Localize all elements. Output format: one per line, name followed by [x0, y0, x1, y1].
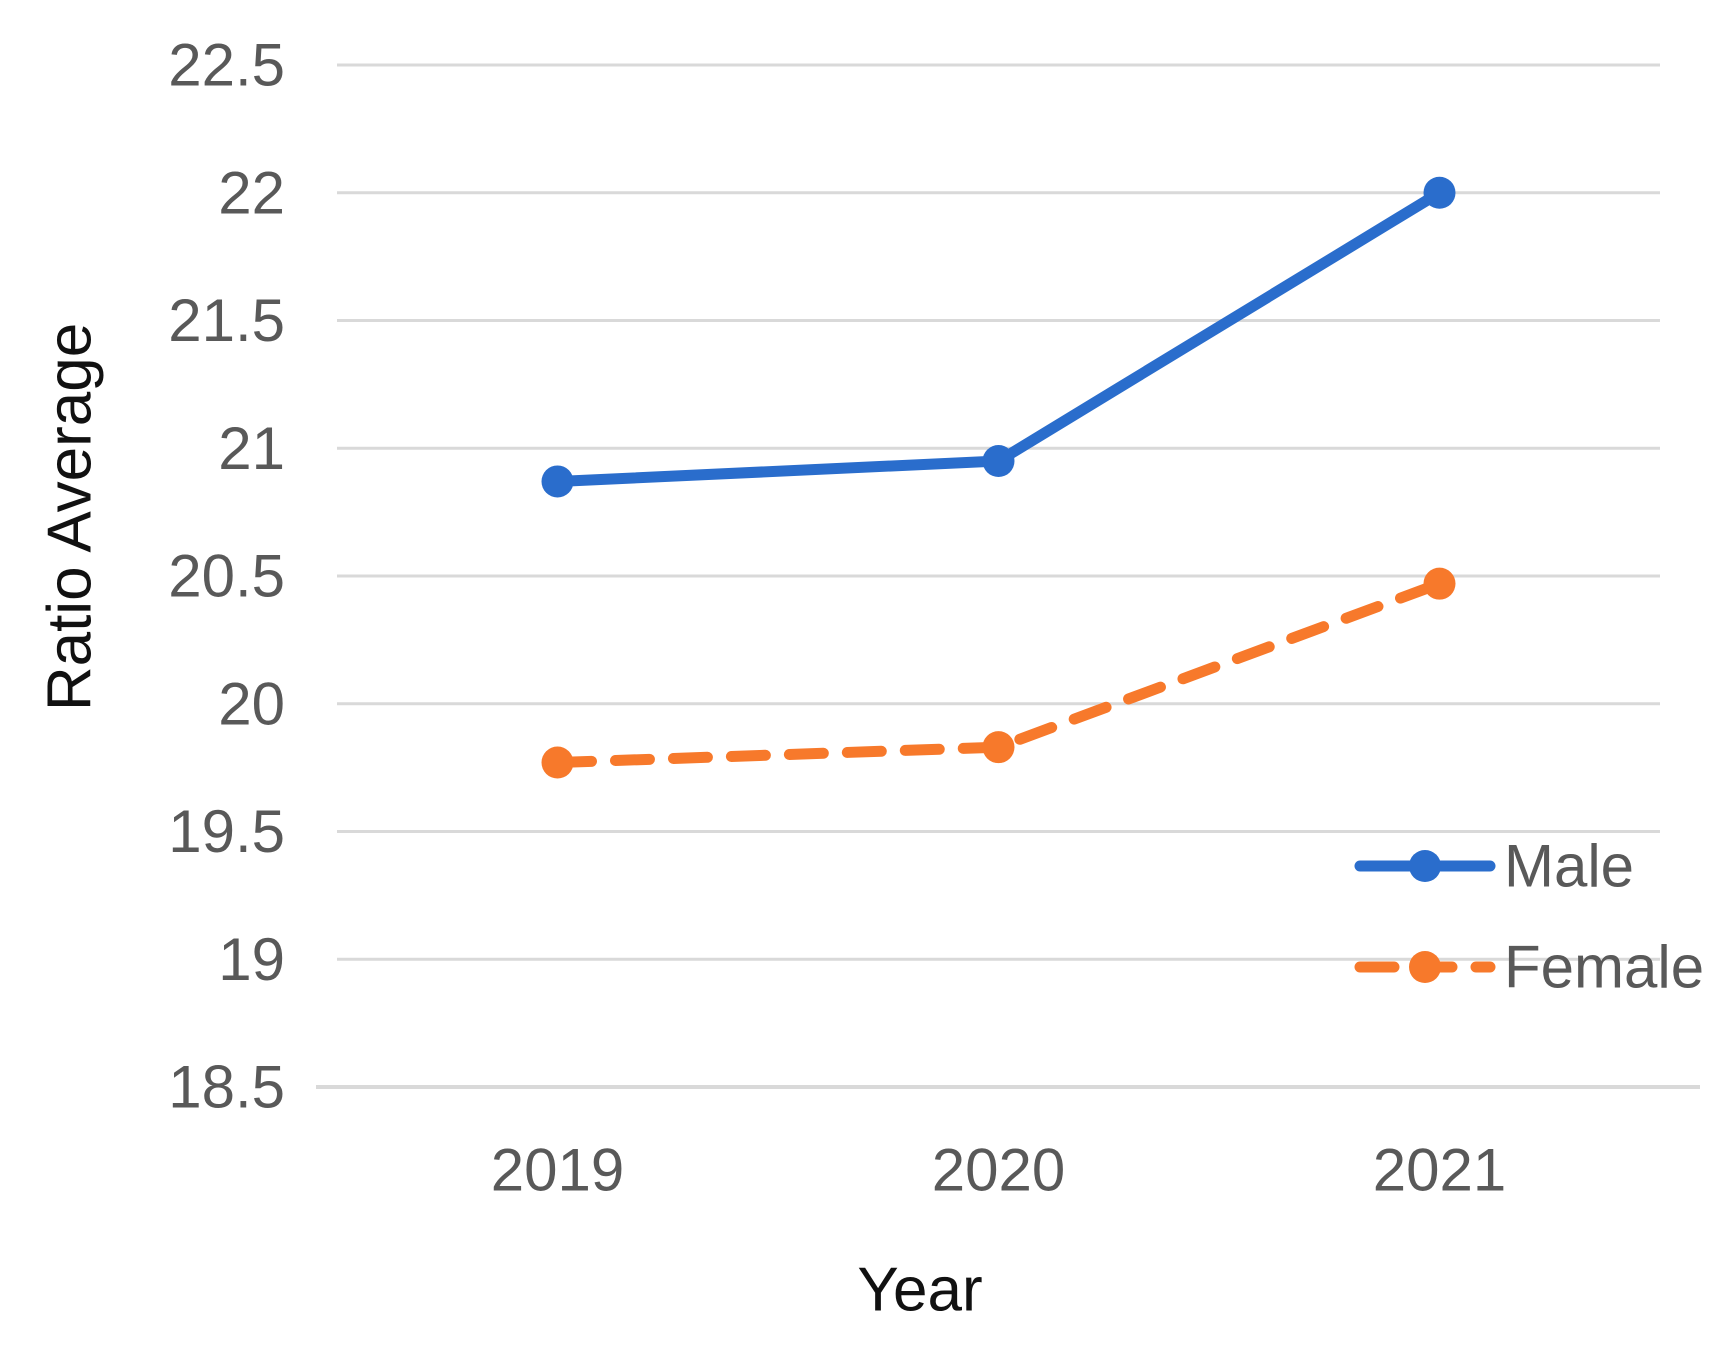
- male-data-point-marker: [1423, 176, 1456, 209]
- y-tick-label: 21: [218, 415, 285, 482]
- x-axis-tick-labels: 2019 2020 2021: [491, 1137, 1506, 1204]
- gridlines: [316, 63, 1700, 1089]
- y-tick-label: 22.5: [168, 32, 285, 99]
- x-axis-title: Year: [857, 1256, 982, 1325]
- x-tick-label: 2019: [491, 1137, 624, 1204]
- x-tick-label: 2020: [932, 1137, 1065, 1204]
- female-data-point-marker: [1423, 567, 1456, 600]
- male-data-point-marker: [541, 465, 574, 498]
- male-series-line: [552, 187, 1445, 487]
- female-data-point-marker: [541, 746, 574, 779]
- female-legend-label: Female: [1504, 934, 1704, 1001]
- y-tick-label: 20: [218, 670, 285, 737]
- female-data-point-marker: [982, 731, 1015, 764]
- male-legend-marker: [1409, 850, 1441, 882]
- legend-item-male: Male: [1354, 833, 1634, 900]
- y-tick-label: 19.5: [168, 798, 285, 865]
- y-tick-label: 22: [218, 159, 285, 226]
- female-legend-marker: [1409, 951, 1441, 983]
- male-legend-label: Male: [1504, 833, 1634, 900]
- x-tick-label: 2021: [1373, 1137, 1506, 1204]
- male-data-point-marker: [982, 445, 1015, 478]
- y-tick-label: 19: [218, 926, 285, 993]
- y-tick-label: 18.5: [168, 1054, 285, 1121]
- y-tick-label: 21.5: [168, 287, 285, 354]
- legend: Male Female: [1354, 833, 1704, 1001]
- y-tick-label: 20.5: [168, 543, 285, 610]
- y-axis-title: Ratio Average: [36, 323, 105, 711]
- legend-item-female: Female: [1354, 934, 1704, 1001]
- series-lines: [541, 176, 1456, 779]
- y-axis-tick-labels: 22.5 22 21.5 21 20.5 20 19.5 19 18.5: [168, 32, 285, 1121]
